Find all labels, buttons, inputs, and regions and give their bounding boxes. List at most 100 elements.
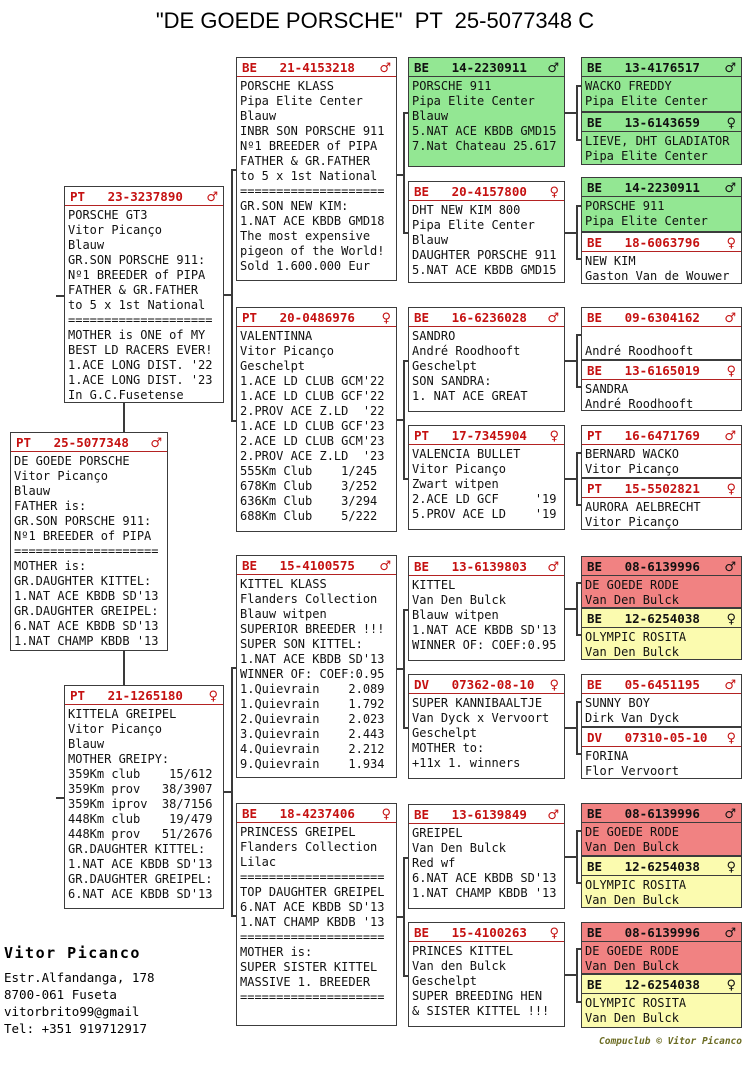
connector-line <box>397 915 405 918</box>
ring-number: PT 15-5502821 <box>587 481 700 496</box>
ring-header: PT 20-0486976 ♀ <box>237 308 396 327</box>
connector-line <box>576 829 578 882</box>
ring-number: BE 16-6236028 <box>414 310 527 325</box>
ring-number: BE 05-6451195 <box>587 677 700 692</box>
male-icon: ♂ <box>379 61 391 76</box>
connector-line <box>565 360 578 362</box>
connector-line <box>397 174 405 176</box>
ring-header: PT 17-7345904 ♀ <box>409 426 564 445</box>
box-body: FORINA Flor Vervoort <box>585 749 679 778</box>
box-body: DE GOEDE RODE Van Den Bulck <box>585 825 679 854</box>
box-body: KITTELA GREIPEL Vitor Picanço Blauw MOTH… <box>68 707 213 901</box>
male-icon: ♂ <box>547 560 559 575</box>
owner-name: Vitor Picanco <box>4 944 141 962</box>
connector-line <box>224 294 233 296</box>
connector-line <box>576 333 578 386</box>
ring-number: BE 13-6143659 <box>587 115 700 130</box>
pgm-mm-box: PT 15-5502821 ♀ AURORA AELBRECHT Vitor Pic… <box>581 478 742 530</box>
male-icon: ♂ <box>379 559 391 574</box>
connector-line <box>397 667 405 670</box>
mgm-box: BE 18-4237406 ♀ PRINCESS GREIPEL Flanders … <box>236 803 397 1026</box>
pgf-fm-box: BE 13-6143659 ♀ LIEVE, DHT GLADIATOR Pipa … <box>581 112 742 165</box>
connector-line <box>231 169 236 171</box>
connector-line <box>576 258 581 260</box>
ring-header: PT 25-5077348 ♂ <box>11 433 167 452</box>
ring-number: BE 13-4176517 <box>587 60 700 75</box>
pgm-mf-box: PT 16-6471769 ♂ BERNARD WACKO Vitor Picanç… <box>581 425 742 478</box>
pgf-ff-box: BE 13-4176517 ♂ WACKO FREDDY Pipa Elite Ce… <box>581 57 742 112</box>
ring-number: BE 14-2230911 <box>414 60 527 75</box>
pgm-f-box: BE 16-6236028 ♂ SANDRO André Roodhooft Ges… <box>408 307 565 412</box>
mgm-ff-box: BE 08-6139996 ♂ DE GOEDE RODE Van Den Bulc… <box>581 803 742 856</box>
ring-header: BE 15-4100263 ♀ <box>409 923 564 942</box>
ring-number: BE 13-6139849 <box>414 807 527 822</box>
box-body: VALENCIA BULLET Vitor Picanço Zwart witp… <box>412 447 557 521</box>
connector-line <box>576 385 581 388</box>
male-icon: ♂ <box>724 560 736 575</box>
ring-header: BE 08-6139996 ♂ <box>582 923 741 942</box>
ring-number: PT 23-3237890 <box>70 189 183 204</box>
connector-line <box>576 700 578 753</box>
box-body: PORSCHE 911 Pipa Elite Center Blauw 5.NA… <box>412 79 557 153</box>
female-icon: ♀ <box>726 978 736 993</box>
ring-number: BE 15-4100575 <box>242 558 355 573</box>
ring-number: BE 08-6139996 <box>587 925 700 940</box>
connector-line <box>56 294 64 297</box>
ring-header: BE 13-6143659 ♀ <box>582 113 741 132</box>
mgf-m-box: DV 07362-08-10 ♀ SUPER KANNIBAALTJE Van Dy… <box>408 674 565 779</box>
connector-line <box>576 84 578 139</box>
owner-email: vitorbrito99@gmail <box>4 1004 140 1019</box>
compuclub-credit: Compuclub © Vitor Picanco <box>599 1036 742 1047</box>
female-icon: ♀ <box>549 185 559 200</box>
connector-line <box>565 727 578 729</box>
connector-line <box>576 138 581 141</box>
female-icon: ♀ <box>381 807 391 822</box>
owner-address-line: Estr.Alfandanga, 178 <box>4 970 155 985</box>
mgm-mm-box: BE 12-6254038 ♀ OLYMPIC ROSITA Van Den Bul… <box>581 974 742 1028</box>
connector-line <box>403 112 408 114</box>
connector-line <box>123 651 125 685</box>
box-body: André Roodhooft <box>585 344 694 358</box>
ring-header: DV 07362-08-10 ♀ <box>409 675 564 694</box>
ring-number: BE 12-6254038 <box>587 977 700 992</box>
box-body: OLYMPIC ROSITA Van Den Bulck <box>585 630 687 659</box>
box-body: SUNNY BOY Dirk Van Dyck <box>585 696 679 725</box>
box-body: SUPER KANNIBAALTJE Van Dyck x Vervoort G… <box>412 696 550 770</box>
ring-number: BE 09-6304162 <box>587 310 700 325</box>
ring-header: BE 12-6254038 ♀ <box>582 975 741 994</box>
female-icon: ♀ <box>726 612 736 627</box>
connector-line <box>576 700 581 703</box>
ring-header: BE 12-6254038 ♀ <box>582 609 741 628</box>
pgf-box: BE 21-4153218 ♂ PORSCHE KLASS Pipa Elite C… <box>236 57 397 281</box>
box-body: SANDRA André Roodhooft <box>585 382 694 411</box>
box-body: SANDRO André Roodhooft Geschelpt SON SAN… <box>412 329 528 403</box>
connector-line <box>576 882 581 884</box>
male-icon: ♂ <box>150 436 162 451</box>
ring-header: BE 13-6165019 ♀ <box>582 361 741 380</box>
ring-header: BE 14-2230911 ♂ <box>582 178 741 197</box>
mgf-mm-box: DV 07310-05-10 ♀ FORINA Flor Vervoort <box>581 727 742 779</box>
female-icon: ♀ <box>726 116 736 131</box>
ring-number: BE 13-6139803 <box>414 559 527 574</box>
box-body: LIEVE, DHT GLADIATOR Pipa Elite Center <box>585 134 730 163</box>
ring-header: BE 15-4100575 ♂ <box>237 556 396 575</box>
mgf-fm-box: BE 12-6254038 ♀ OLYMPIC ROSITA Van Den Bul… <box>581 608 742 660</box>
ring-number: BE 08-6139996 <box>587 806 700 821</box>
pgm-m-box: PT 17-7345904 ♀ VALENCIA BULLET Vitor Pica… <box>408 425 565 530</box>
box-body: DE GOEDE RODE Van Den Bulck <box>585 944 679 973</box>
pgm-box: PT 20-0486976 ♀ VALENTINNA Vitor Picanço G… <box>236 307 397 532</box>
connector-line <box>231 419 236 422</box>
ring-number: BE 21-4153218 <box>242 60 355 75</box>
ring-header: DV 07310-05-10 ♀ <box>582 728 741 747</box>
connector-line <box>403 608 408 611</box>
pgf-f-box: BE 14-2230911 ♂ PORSCHE 911 Pipa Elite Cen… <box>408 57 565 167</box>
male-icon: ♂ <box>547 808 559 823</box>
female-icon: ♀ <box>549 429 559 444</box>
female-icon: ♀ <box>208 689 218 704</box>
ring-header: BE 13-6139803 ♂ <box>409 557 564 576</box>
mgm-f-box: BE 13-6139849 ♂ GREIPEL Van Den Bulck Red … <box>408 804 565 909</box>
mgf-f-box: BE 13-6139803 ♂ KITTEL Van Den Bulck Blauw… <box>408 556 565 661</box>
connector-line <box>576 1001 581 1003</box>
mother-box: PT 21-1265180 ♀ KITTELA GREIPEL Vitor Pica… <box>64 685 224 909</box>
connector-line <box>565 112 578 114</box>
